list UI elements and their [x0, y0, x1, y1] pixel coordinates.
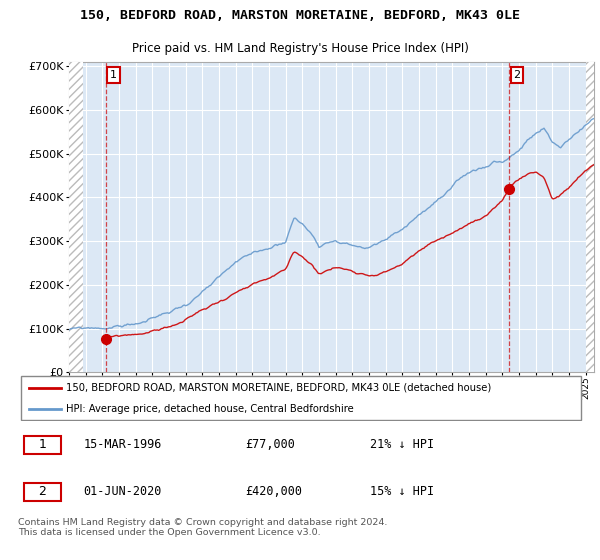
Bar [69, 62, 83, 372]
Text: £420,000: £420,000 [245, 485, 302, 498]
Text: Price paid vs. HM Land Registry's House Price Index (HPI): Price paid vs. HM Land Registry's House … [131, 43, 469, 55]
Text: 21% ↓ HPI: 21% ↓ HPI [370, 438, 434, 451]
Text: Contains HM Land Registry data © Crown copyright and database right 2024.
This d: Contains HM Land Registry data © Crown c… [18, 518, 388, 538]
Text: 2: 2 [38, 485, 46, 498]
Text: 1: 1 [38, 438, 46, 451]
Text: 150, BEDFORD ROAD, MARSTON MORETAINE, BEDFORD, MK43 0LE: 150, BEDFORD ROAD, MARSTON MORETAINE, BE… [80, 9, 520, 22]
FancyBboxPatch shape [23, 436, 61, 454]
FancyBboxPatch shape [21, 376, 581, 420]
Text: 1: 1 [110, 70, 117, 80]
Text: 15% ↓ HPI: 15% ↓ HPI [370, 485, 434, 498]
Text: HPI: Average price, detached house, Central Bedfordshire: HPI: Average price, detached house, Cent… [66, 404, 354, 414]
FancyBboxPatch shape [23, 483, 61, 501]
Text: £77,000: £77,000 [245, 438, 295, 451]
Text: 01-JUN-2020: 01-JUN-2020 [83, 485, 161, 498]
Text: 2: 2 [514, 70, 521, 80]
Text: 150, BEDFORD ROAD, MARSTON MORETAINE, BEDFORD, MK43 0LE (detached house): 150, BEDFORD ROAD, MARSTON MORETAINE, BE… [66, 382, 491, 393]
Text: 15-MAR-1996: 15-MAR-1996 [83, 438, 161, 451]
Bar [586, 62, 594, 372]
